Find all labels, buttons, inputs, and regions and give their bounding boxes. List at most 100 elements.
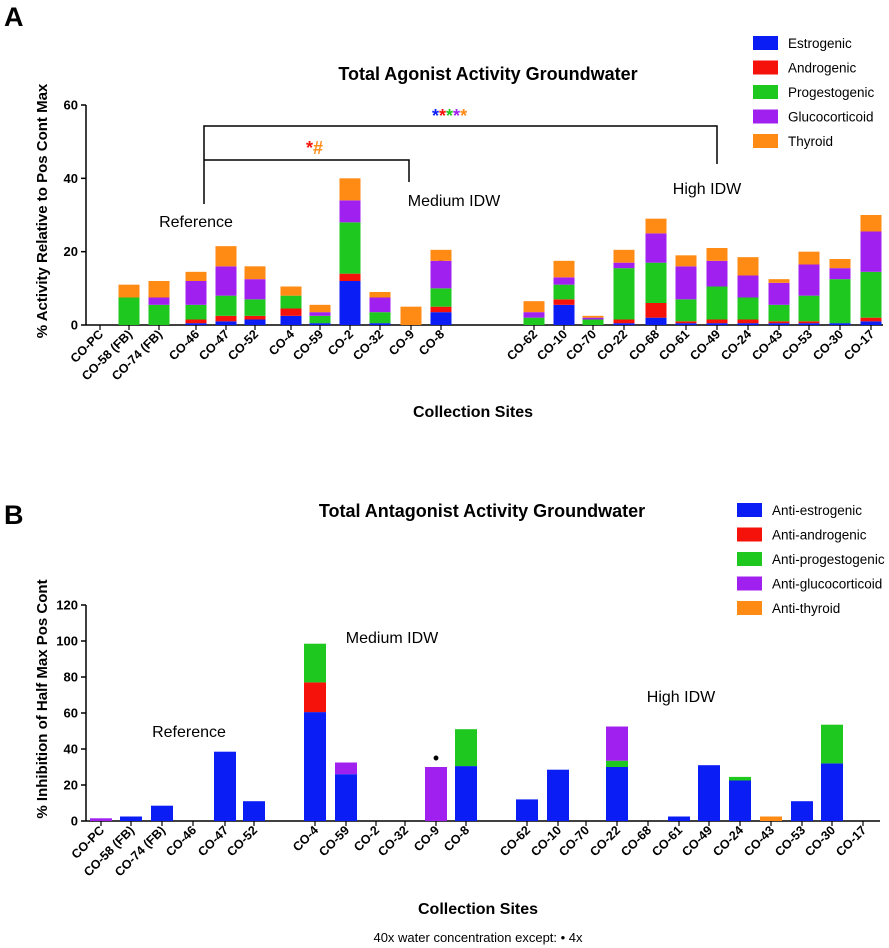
- panel-b-legend-label-anti-progestogenic: Anti-progestogenic: [772, 552, 885, 567]
- panel-b-x-tick-label: CO-30: [802, 823, 838, 859]
- panel-a-bar-co-24-glucocorticoid: [737, 275, 759, 298]
- panel-a-bar-co-70-thyroid: [582, 315, 604, 318]
- panel-a-bar-co-32-thyroid: [369, 292, 391, 298]
- panel-b-legend-label-anti-androgenic: Anti-androgenic: [772, 528, 867, 543]
- panel-a-y-tick-label: 40: [64, 171, 78, 186]
- panel-a-bar-co-24-estrogenic: [737, 323, 759, 325]
- panel-a-bar-co-8-progestogenic: [430, 288, 452, 307]
- panel-a-bar-co-68-androgenic: [645, 303, 667, 318]
- panel-a-bar-co-61-estrogenic: [675, 323, 697, 325]
- panel-a-x-tick-label: CO-17: [841, 327, 877, 363]
- panel-a-bar-co-17-progestogenic: [860, 271, 882, 318]
- panel-b-bar-co-4-anti-androgenic: [304, 682, 326, 713]
- panel-a-bar-co-52-thyroid: [244, 266, 266, 280]
- panel-a-legend-label-androgenic: Androgenic: [788, 61, 857, 76]
- panel-a-bar-co-52-progestogenic: [244, 299, 266, 316]
- panel-a-bar-co-17-estrogenic: [860, 321, 882, 325]
- panel-a-x-tick-label: CO-43: [749, 327, 785, 363]
- panel-a-bar-co-62-glucocorticoid: [523, 312, 545, 318]
- panel-b-bar-co-30-anti-progestogenic: [821, 724, 843, 764]
- panel-b-bar-co-53-anti-estrogenic: [791, 801, 813, 821]
- panel-b-bar-co-8-anti-estrogenic: [455, 766, 477, 821]
- panel-a-title: Total Agonist Activity Groundwater: [338, 64, 637, 84]
- panel-a-bar-co-46-progestogenic: [185, 304, 207, 320]
- panel-a-significance-brackets: [203, 125, 718, 204]
- panel-a-y-tick-label: 20: [64, 244, 78, 259]
- panel-a-bar-co-68-progestogenic: [645, 262, 667, 303]
- panel-b-x-tick-label: CO-59: [316, 823, 352, 859]
- panel-a-sig-medium: *#: [306, 138, 323, 158]
- panel-a-bar-co-2-progestogenic: [339, 222, 361, 274]
- panel-b-x-tick-label: CO-43: [741, 823, 777, 859]
- panel-b-bar-co-49-anti-estrogenic: [698, 765, 720, 821]
- panel-a-y-tick-label: 60: [64, 98, 78, 113]
- panel-b-title: Total Antagonist Activity Groundwater: [319, 501, 645, 521]
- panel-b-y-tick-label: 60: [64, 706, 78, 721]
- panel-b-group-medium-idw: Medium IDW: [346, 630, 439, 647]
- panel-b-bar-co-9-anti-glucocorticoid: [425, 767, 447, 821]
- panel-b-letter: B: [4, 500, 24, 530]
- panel-b-y-tick-label: 100: [56, 634, 78, 649]
- panel-a-bar-co-74-fb-glucocorticoid: [148, 297, 170, 305]
- panel-a-bar-co-53-androgenic: [798, 321, 820, 324]
- panel-b-bar-co-62-anti-estrogenic: [516, 799, 538, 821]
- panel-a-bar-co-59-glucocorticoid: [309, 312, 331, 316]
- panel-a-x-tick-label: CO-47: [196, 327, 232, 363]
- panel-b-x-tick-label: CO-9: [411, 823, 442, 854]
- panel-a-group-medium-idw: Medium IDW: [408, 193, 501, 210]
- panel-a-bar-co-32-glucocorticoid: [369, 297, 391, 313]
- panel-a-bar-co-17-androgenic: [860, 317, 882, 322]
- panel-a-bar-co-68-estrogenic: [645, 317, 667, 325]
- footnote: 40x water concentration except: • 4x: [373, 930, 583, 945]
- panel-a-bar-co-10-thyroid: [553, 260, 575, 278]
- panel-b-y-tick-label: 80: [64, 670, 78, 685]
- panel-b-legend-swatch-anti-thyroid: [737, 601, 762, 615]
- panel-a-x-tick-label: CO-62: [504, 327, 540, 363]
- panel-a-bar-co-61-glucocorticoid: [675, 266, 697, 300]
- bracket-reference-vs-medium: [204, 159, 410, 182]
- panel-a-bar-co-61-thyroid: [675, 255, 697, 267]
- panel-a-x-tick-label: CO-24: [718, 327, 754, 363]
- bracket-reference-vs-high: [203, 125, 718, 204]
- panel-a-x-tick-label: CO-32: [350, 327, 386, 363]
- panel-a-bar-co-10-androgenic: [553, 299, 575, 305]
- panel-b-group-reference: Reference: [152, 724, 226, 741]
- panel-a-x-tick-label: CO-30: [810, 327, 846, 363]
- panel-a-bar-co-17-thyroid: [860, 215, 882, 232]
- panel-a-bar-co-68-glucocorticoid: [645, 233, 667, 263]
- panel-a-bar-co-47-glucocorticoid: [215, 266, 237, 296]
- panel-b-bar-co-59-anti-estrogenic: [335, 774, 357, 821]
- panel-a-bar-co-43-progestogenic: [768, 304, 790, 322]
- panel-a-bar-co-32-estrogenic: [369, 323, 391, 325]
- panel-a-bar-co-8-glucocorticoid: [430, 260, 452, 289]
- panel-a-bar-co-53-thyroid: [798, 251, 820, 265]
- panel-b-bar-co-22-anti-glucocorticoid: [606, 726, 628, 761]
- panel-a-x-tick-label: CO-59: [290, 327, 326, 363]
- panel-a-bar-co-22-glucocorticoid: [613, 262, 635, 269]
- panel-b-group-high-idw: High IDW: [647, 689, 716, 706]
- panel-a-x-tick-label: CO-9: [386, 327, 417, 358]
- panel-b-y-tick-label: 120: [56, 598, 78, 613]
- panel-b-bar-co-24-anti-estrogenic: [729, 780, 751, 821]
- panel-b-x-tick-label: CO-52: [224, 823, 260, 859]
- panel-a-bar-co-68-thyroid: [645, 218, 667, 234]
- panel-a-bar-co-4-estrogenic: [280, 315, 302, 325]
- panel-b-y-axis-label: % Inhibition of Half Max Pos Cont: [34, 579, 51, 818]
- panel-b-x-tick-label: CO-49: [679, 823, 715, 859]
- panel-a-legend-label-thyroid: Thyroid: [788, 134, 833, 149]
- panel-a-bar-co-52-estrogenic: [244, 319, 266, 325]
- panel-b-bar-co-61-anti-estrogenic: [668, 816, 690, 821]
- panel-a-bar-co-53-estrogenic: [798, 323, 820, 325]
- panel-a-bar-co-10-progestogenic: [553, 284, 575, 300]
- panel-a-bar-co-49-thyroid: [706, 248, 728, 261]
- panel-b-x-axis-label: Collection Sites: [418, 901, 538, 918]
- panel-a-sig-high: *****: [432, 106, 467, 126]
- panel-a-bar-co-74-fb-thyroid: [148, 281, 170, 298]
- panel-a-x-tick-label: CO-49: [687, 327, 723, 363]
- panel-a-bar-co-4-progestogenic: [280, 295, 302, 309]
- panel-a-bar-co-2-estrogenic: [339, 281, 361, 325]
- panel-b-x-tick-label: CO-70: [556, 823, 592, 859]
- panel-a-bar-co-59-progestogenic: [309, 315, 331, 324]
- panel-a-bar-co-24-progestogenic: [737, 297, 759, 320]
